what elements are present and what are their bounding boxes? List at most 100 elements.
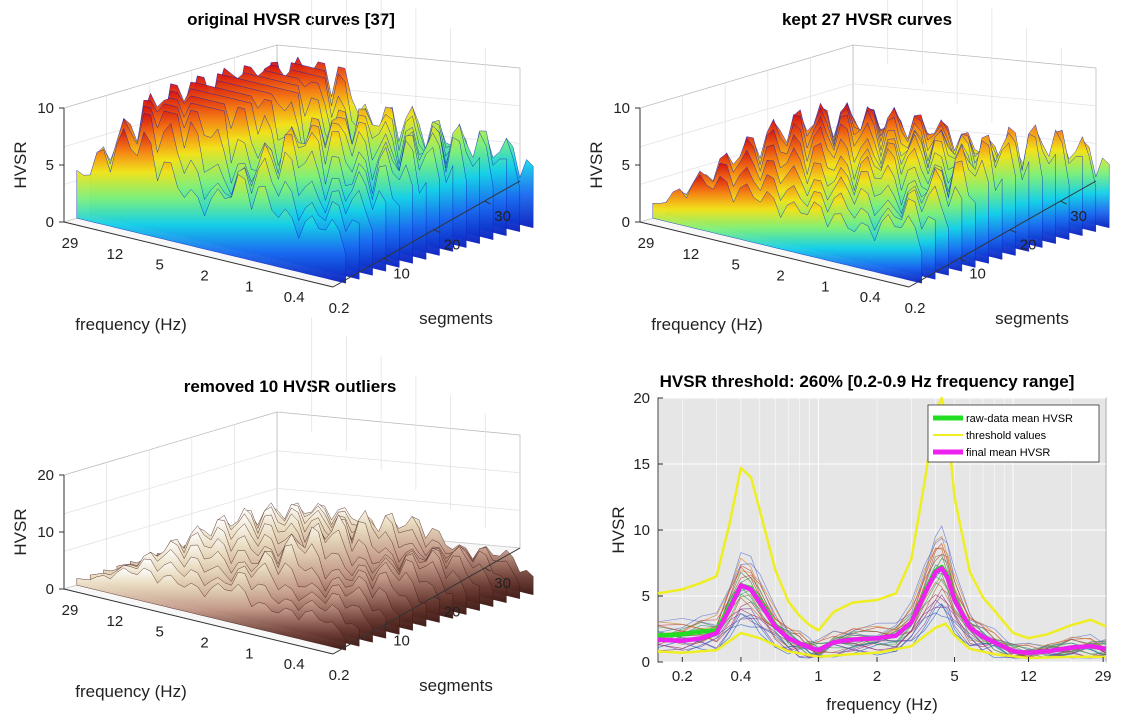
series-line-1	[657, 396, 1107, 640]
surface-ribbon	[76, 567, 346, 651]
y-tick-label: 10	[393, 632, 410, 649]
x-tick-label: 29	[1095, 668, 1112, 685]
z-axis-label: HVSR	[11, 141, 30, 188]
wall-grid-line	[852, 83, 1097, 107]
legend-label-threshold: threshold values	[966, 430, 1047, 442]
x-tick-label: 12	[682, 246, 699, 263]
title-panel-3: removed 10 HVSR outliers	[184, 377, 397, 396]
x-axis-label: frequency (Hz)	[826, 695, 937, 714]
wall-grid-line	[63, 450, 278, 515]
y-axis-label: HVSR	[609, 506, 628, 553]
y-tick-label: 10	[393, 265, 410, 282]
y-axis-line	[332, 547, 521, 655]
x-axis-label: frequency (Hz)	[75, 682, 186, 701]
y-tick	[383, 624, 390, 629]
x-tick-label: 5	[155, 257, 163, 274]
y-tick	[1060, 200, 1067, 205]
z-tick-label: 0	[46, 581, 54, 598]
wall-grid-line	[639, 83, 854, 148]
y-tick-label: 15	[633, 456, 650, 473]
y-axis-label: segments	[419, 309, 493, 328]
wall-grid-line	[63, 487, 278, 552]
y-tick-label: 5	[642, 588, 650, 605]
z-tick-label: 0	[46, 214, 54, 231]
x-tick-label: 2	[200, 635, 208, 652]
x-tick-label: 0.2	[329, 667, 350, 684]
y-tick	[959, 257, 966, 262]
x-tick-label: 0.4	[284, 656, 305, 673]
x-axis-line	[639, 221, 910, 288]
x-tick-label: 29	[62, 235, 79, 252]
surface-plot-original: 0 5 10 29 12 5 2 1 0.4 0.2 10 20 30 frequency (Hz) seg…	[11, 0, 534, 334]
wall-grid-line	[276, 450, 521, 474]
x-tick-label: 12	[1020, 668, 1037, 685]
y-axis-label: segments	[419, 676, 493, 695]
x-tick-label: 1	[821, 278, 829, 295]
x-tick-label: 5	[731, 257, 739, 274]
y-axis-label: segments	[995, 309, 1069, 328]
legend-label-raw: raw-data mean HVSR	[966, 413, 1073, 425]
z-tick-label: 0	[622, 214, 630, 231]
x-axis-line	[63, 221, 334, 288]
x-tick-label: 0.2	[905, 300, 926, 317]
surface-plot-kept: 0 5 10 29 12 5 2 1 0.4 0.2 10 20 30 frequency (Hz) seg…	[587, 0, 1110, 334]
z-tick-label: 20	[37, 467, 54, 484]
title-panel-1: original HVSR curves [37]	[187, 10, 395, 29]
y-tick	[383, 257, 390, 262]
wall-grid-line	[276, 487, 521, 511]
series-line-3	[657, 566, 1107, 656]
z-tick-label: 10	[37, 524, 54, 541]
segment-curve	[657, 537, 1107, 649]
y-tick-label: 10	[969, 265, 986, 282]
z-tick-label: 5	[622, 157, 630, 174]
y-tick	[433, 596, 441, 601]
y-tick	[1009, 229, 1017, 234]
x-tick-label: 0.4	[860, 289, 881, 306]
y-tick	[484, 200, 491, 205]
x-tick-label: 0.4	[284, 289, 305, 306]
x-tick-label: 0.4	[731, 668, 752, 685]
x-tick-label: 29	[62, 602, 79, 619]
x-tick-label: 5	[950, 668, 958, 685]
x-tick-label: 5	[155, 624, 163, 641]
y-axis-line	[332, 180, 521, 288]
segment-curve	[657, 547, 1107, 657]
x-tick-label: 2	[200, 268, 208, 285]
x-tick-label: 29	[638, 235, 655, 252]
y-tick-label: 30	[494, 575, 511, 592]
segment-curve	[657, 612, 1107, 659]
z-axis-label: HVSR	[11, 508, 30, 555]
y-tick-label: 20	[633, 390, 650, 407]
x-axis-line	[63, 588, 334, 655]
x-tick-label: 1	[814, 668, 822, 685]
z-tick-label: 10	[37, 100, 54, 117]
legend-label-final: final mean HVSR	[966, 447, 1050, 459]
y-axis-line	[908, 180, 1097, 288]
x-tick-label: 12	[106, 246, 123, 263]
surface-ribbon	[652, 174, 922, 284]
x-axis-label: frequency (Hz)	[75, 315, 186, 334]
y-tick-label: 30	[1070, 208, 1087, 225]
y-tick-label: 10	[633, 522, 650, 539]
y-tick	[484, 567, 491, 572]
segment-curve	[657, 557, 1107, 657]
y-tick-label: 20	[1020, 237, 1037, 254]
segment-curve	[657, 547, 1107, 649]
y-tick-label: 20	[444, 237, 461, 254]
y-tick-label: 30	[494, 208, 511, 225]
z-axis-label: HVSR	[587, 141, 606, 188]
legend: raw-data mean HVSR threshold values fina…	[927, 404, 1100, 463]
title-panel-2: kept 27 HVSR curves	[782, 10, 952, 29]
series-lines	[657, 396, 1107, 660]
x-axis-label: frequency (Hz)	[651, 315, 762, 334]
x-tick-label: 1	[245, 278, 253, 295]
y-tick	[433, 229, 441, 234]
surface-plot-removed: 0 10 20 29 12 5 2 1 0.4 0.2 10 20 30 frequency (Hz) se…	[11, 317, 534, 701]
y-tick-label: 0	[642, 654, 650, 671]
surface-ribbon	[76, 127, 346, 284]
x-tick-label: 0.2	[329, 300, 350, 317]
z-tick-label: 5	[46, 157, 54, 174]
